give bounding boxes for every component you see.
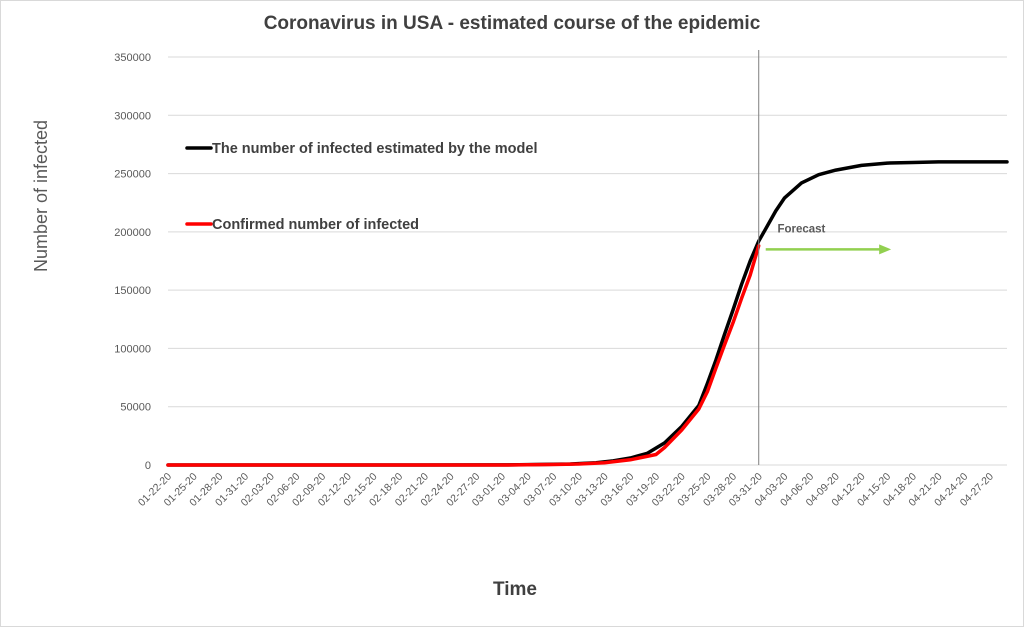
grid-layer	[168, 56, 1007, 466]
y-tick-label: 50000	[120, 402, 151, 414]
forecast-label: Forecast	[777, 223, 825, 235]
y-tick-label: 200000	[114, 227, 151, 239]
y-axis-ticks: 0 50000 100000 150000 200000 250000 300000 3500…	[114, 52, 151, 472]
legend: The number of infected estimated by the …	[185, 141, 538, 233]
x-axis-label: Time	[493, 579, 537, 600]
chart-title: Coronavirus in USA - estimated course of…	[264, 13, 761, 34]
y-tick-label: 100000	[114, 343, 151, 355]
series-layer	[166, 160, 1009, 467]
model-series-line	[166, 160, 1009, 467]
y-tick-label: 0	[145, 460, 151, 472]
legend-label: Confirmed number of infected	[212, 217, 419, 233]
y-tick-label: 250000	[114, 169, 151, 181]
annotation-layer: Forecast	[758, 50, 892, 465]
y-tick-label: 150000	[114, 285, 151, 297]
legend-label: The number of infected estimated by the …	[212, 141, 538, 157]
y-axis-label: Number of infected	[31, 120, 51, 272]
x-axis-ticks: 01-22-2001-25-2001-28-2001-31-2002-03-20…	[136, 471, 996, 509]
forecast-arrow-head	[879, 244, 892, 255]
confirmed-series-line	[166, 244, 761, 467]
y-tick-label: 300000	[114, 110, 151, 122]
y-tick-label: 350000	[114, 52, 151, 64]
